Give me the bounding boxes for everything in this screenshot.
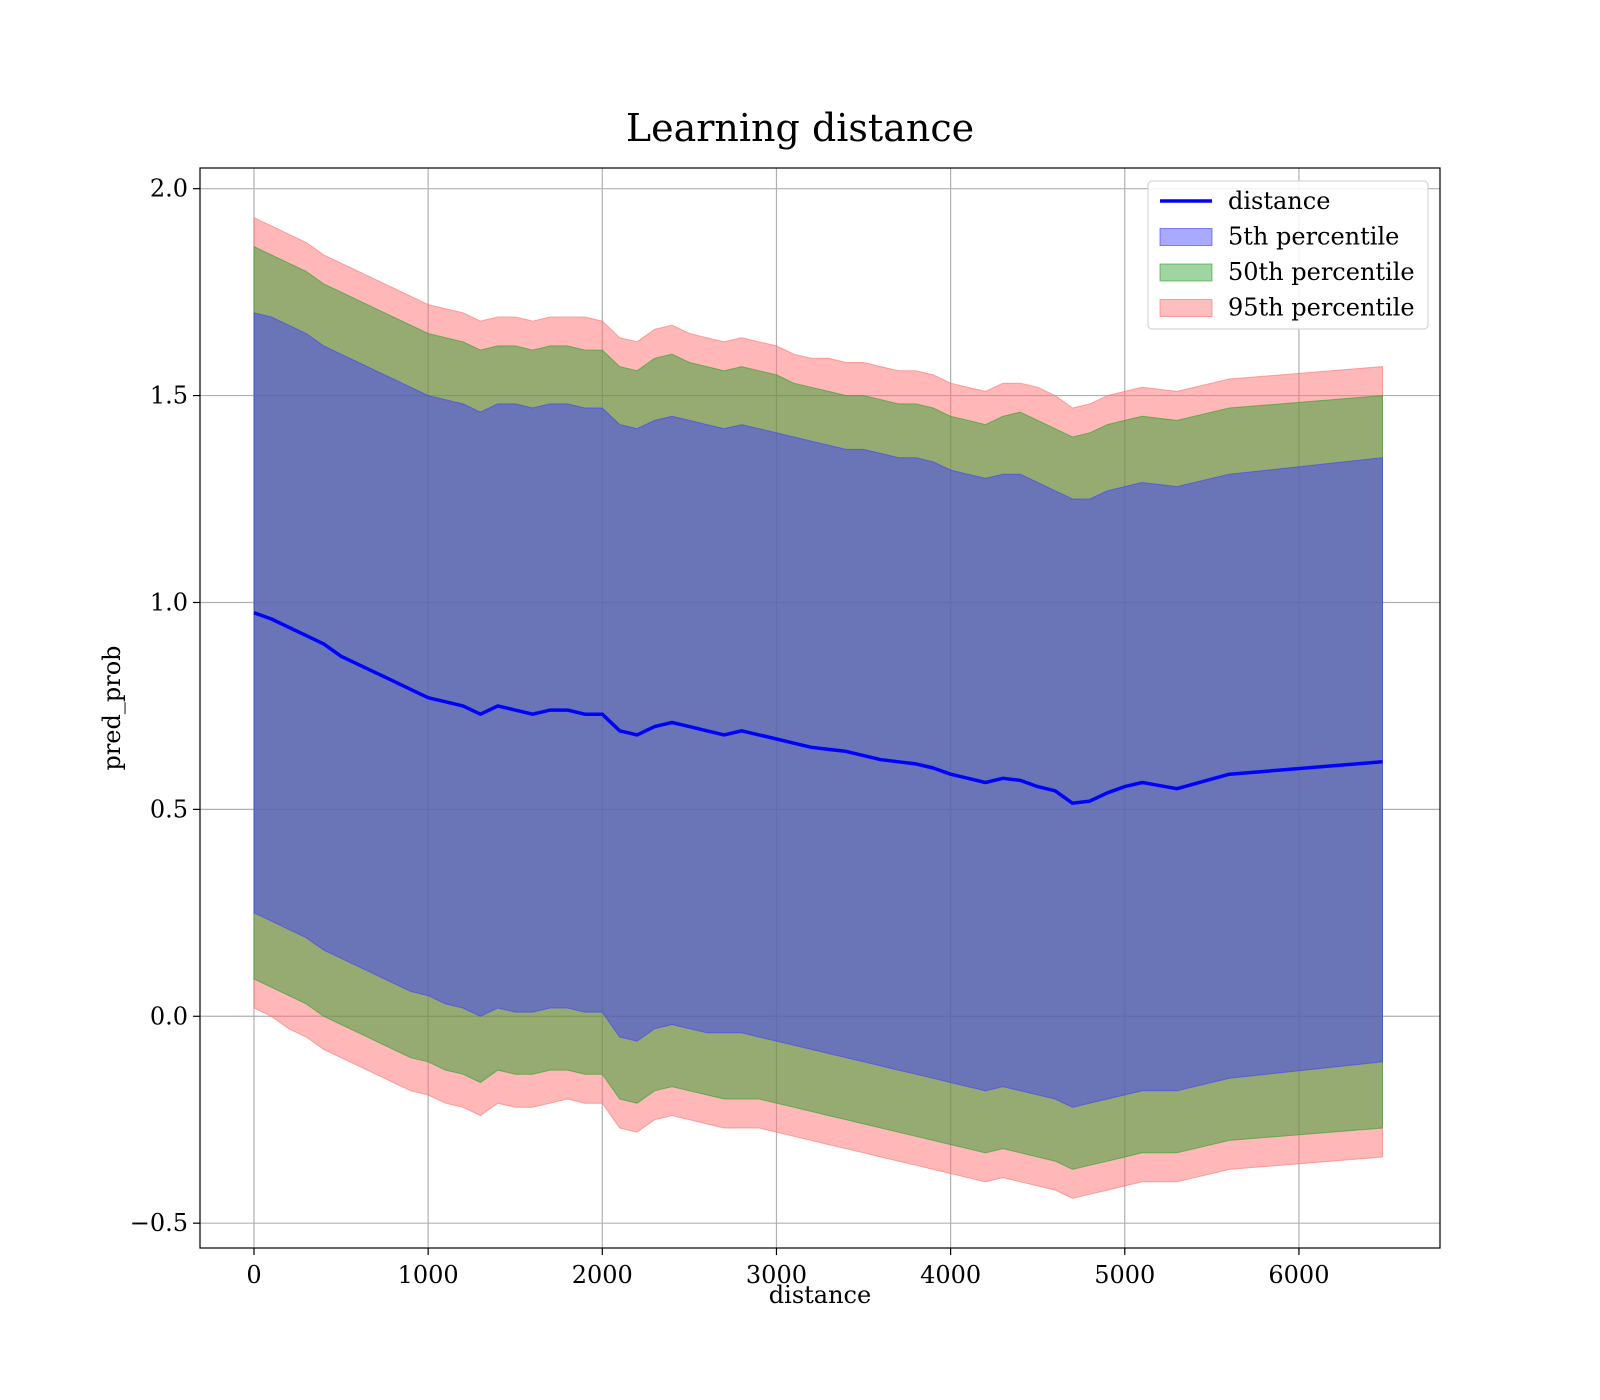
y-tick-label: 1.5 (150, 382, 188, 410)
x-tick-label: 6000 (1268, 1261, 1329, 1289)
legend-swatch-patch (1159, 299, 1213, 317)
legend-box (1147, 180, 1429, 330)
y-axis-label: pred_prob (98, 645, 126, 770)
chart-title: Learning distance (626, 106, 974, 150)
x-axis-label: distance (769, 1281, 871, 1309)
legend-label: 5th percentile (1228, 223, 1399, 251)
legend-label: distance (1228, 187, 1330, 215)
y-tick-label: 2.0 (150, 175, 188, 203)
x-tick-label: 1000 (398, 1261, 459, 1289)
x-tick-label: 2000 (572, 1261, 633, 1289)
x-tick-label: 4000 (920, 1261, 981, 1289)
axes-frame (199, 167, 1441, 1249)
y-tick-label: 0.5 (150, 795, 188, 823)
x-tick-label: 5000 (1094, 1261, 1155, 1289)
distance-line (253, 611, 1383, 805)
legend: distance 5th percentile 50th percentile 95t… (1147, 180, 1429, 330)
x-tick-label: 3000 (746, 1261, 807, 1289)
band-layer (253, 216, 1383, 1199)
x-tick-label: 0 (246, 1261, 261, 1289)
y-tick-label: −0.5 (130, 1209, 188, 1237)
band-5th-percentile (253, 312, 1383, 1108)
tick-layer: 0 1000 2000 3000 4000 5000 6000 −0.5 0.0 0.5 1.0 1.… (130, 175, 1330, 1289)
y-tick-label: 0.0 (150, 1002, 188, 1030)
legend-swatch-patch (1159, 228, 1213, 246)
legend-swatch-patch (1159, 263, 1213, 282)
y-tick-label: 1.0 (150, 588, 188, 616)
line-layer (253, 611, 1383, 805)
legend-label: 50th percentile (1228, 258, 1415, 286)
legend-label: 95th percentile (1228, 294, 1415, 322)
